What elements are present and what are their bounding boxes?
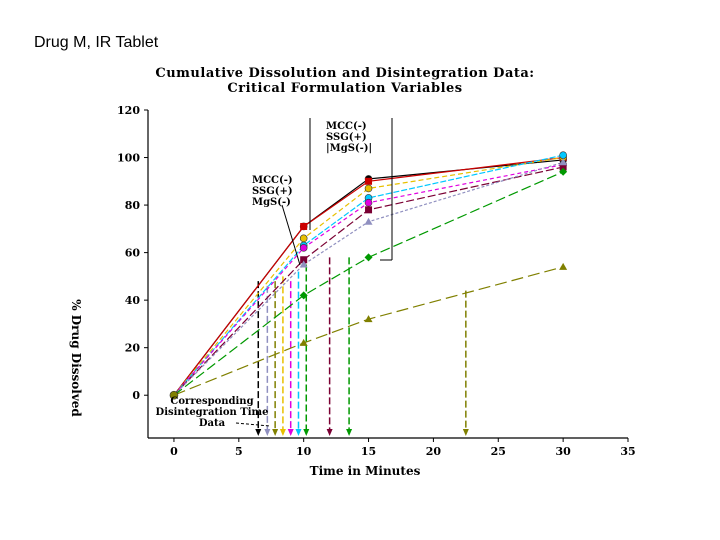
- series-line-s3: [173, 156, 564, 396]
- series-lines: [173, 154, 564, 396]
- plot-frame: [147, 110, 628, 439]
- data-point-s6: [559, 163, 567, 171]
- annotation-group2-line3: |MgS(-)|: [326, 143, 372, 154]
- x-tick-label: 25: [491, 445, 506, 458]
- data-point-s9: [364, 315, 373, 323]
- y-tick-label: 40: [125, 294, 141, 307]
- disintegration-arrow: [462, 429, 469, 436]
- annotation-group2-line1: MCC(-): [326, 121, 367, 132]
- data-point-s7: [364, 217, 373, 225]
- series-line-s2: [173, 156, 564, 396]
- x-axis-ticks: 0 5 10 15 20 25 30 35: [170, 438, 636, 458]
- series-line-s9: [173, 266, 564, 396]
- disintegration-arrow: [279, 429, 286, 436]
- y-tick-label: 20: [125, 342, 141, 355]
- series-line-s4: [173, 154, 564, 396]
- chart-title-line2: Critical Formulation Variables: [227, 81, 462, 96]
- x-axis-label: Time in Minutes: [310, 464, 421, 478]
- annotation-group2-line2: SSG(+): [326, 132, 367, 143]
- y-axis-label: % Drug Dissolved: [69, 299, 83, 417]
- y-axis-ticks: 0 20 40 60 80 100 120: [117, 104, 148, 402]
- data-point-s8: [299, 291, 308, 300]
- x-tick-label: 0: [170, 445, 178, 458]
- y-tick-label: 120: [117, 104, 140, 117]
- x-tick-label: 15: [361, 445, 376, 458]
- disintegration-arrow: [287, 429, 294, 436]
- annotation-group1-bracket: [281, 204, 301, 266]
- series-line-s6: [173, 166, 564, 396]
- disintegration-arrow: [295, 429, 302, 436]
- y-tick-label: 60: [125, 247, 141, 260]
- data-point-s7: [559, 158, 568, 166]
- data-point-s9: [299, 338, 308, 346]
- y-tick-label: 0: [132, 389, 140, 402]
- annotation-group1-line3: MgS(-): [252, 197, 291, 208]
- data-point-s5: [364, 198, 373, 207]
- data-point-s8: [559, 167, 568, 176]
- x-tick-label: 10: [296, 445, 312, 458]
- disintegration-arrow: [264, 429, 271, 436]
- data-point-s2: [365, 177, 373, 185]
- disintegration-arrow: [255, 429, 262, 436]
- annotation-bottom-line2: Disintegration Time: [156, 407, 269, 418]
- disintegration-arrow: [346, 429, 353, 436]
- annotation-group1-line1: MCC(-): [252, 175, 293, 186]
- annotation-bottom-line3: Data: [199, 418, 226, 429]
- series-line-s5: [173, 164, 564, 396]
- data-point-origin: [169, 390, 179, 400]
- data-point-s2: [300, 222, 308, 230]
- data-point-s8: [364, 253, 373, 262]
- data-point-s6: [365, 206, 373, 214]
- slide-title: Drug M, IR Tablet: [34, 34, 159, 51]
- data-point-s3: [299, 234, 308, 243]
- annotation-bottom-arrow: [235, 422, 271, 427]
- disintegration-arrow: [272, 429, 279, 436]
- annotation-bottom-line1: Corresponding: [170, 396, 253, 407]
- disintegration-lines: [255, 257, 469, 436]
- series-markers: [169, 151, 568, 400]
- x-tick-label: 30: [555, 445, 571, 458]
- series-line-s7: [173, 161, 564, 396]
- data-point-s9: [559, 262, 568, 270]
- x-tick-label: 35: [620, 445, 635, 458]
- y-tick-label: 80: [125, 199, 141, 212]
- series-line-s8: [173, 171, 564, 396]
- data-point-s4: [559, 151, 567, 159]
- data-point-s5: [299, 244, 308, 252]
- y-tick-label: 100: [117, 152, 140, 165]
- annotation-group1-line2: SSG(+): [252, 186, 293, 197]
- x-tick-label: 20: [426, 445, 442, 458]
- x-tick-label: 5: [235, 445, 243, 458]
- chart-title-line1: Cumulative Dissolution and Disintegratio…: [155, 66, 534, 81]
- disintegration-arrow: [326, 429, 333, 436]
- disintegration-arrow: [303, 429, 310, 436]
- data-point-s7: [299, 260, 308, 268]
- data-point-s3: [364, 184, 373, 193]
- data-point-s6: [300, 256, 308, 264]
